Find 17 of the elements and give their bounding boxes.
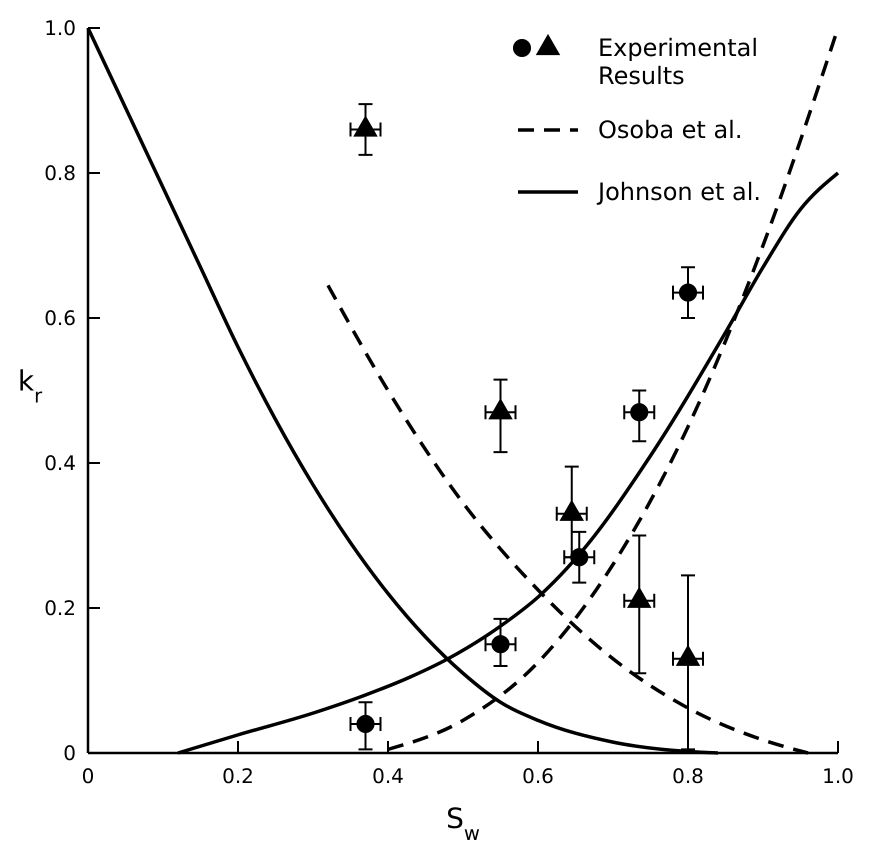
- legend-label: Johnson et al.: [596, 178, 762, 206]
- x-tick-label: 0.8: [672, 764, 704, 788]
- x-axis-title: S$_{w}$: [446, 802, 480, 844]
- x-tick-label: 0.4: [372, 764, 404, 788]
- y-tick-label: 0.6: [44, 306, 76, 330]
- y-tick-label: 0.4: [44, 451, 76, 475]
- y-tick-label: 0.2: [44, 596, 76, 620]
- y-tick-label: 0: [63, 741, 76, 765]
- x-tick-label: 0.2: [222, 764, 254, 788]
- legend-label: Experimental Results: [598, 34, 758, 90]
- y-tick-label: 0.8: [44, 161, 76, 185]
- x-tick-label: 1.0: [822, 764, 854, 788]
- legend-label: Osoba et al.: [598, 116, 742, 144]
- y-axis-title: k$_{r}$: [18, 364, 44, 407]
- x-tick-label: 0.6: [522, 764, 554, 788]
- x-tick-label: 0: [82, 764, 94, 788]
- y-tick-label: 1.0: [44, 16, 76, 40]
